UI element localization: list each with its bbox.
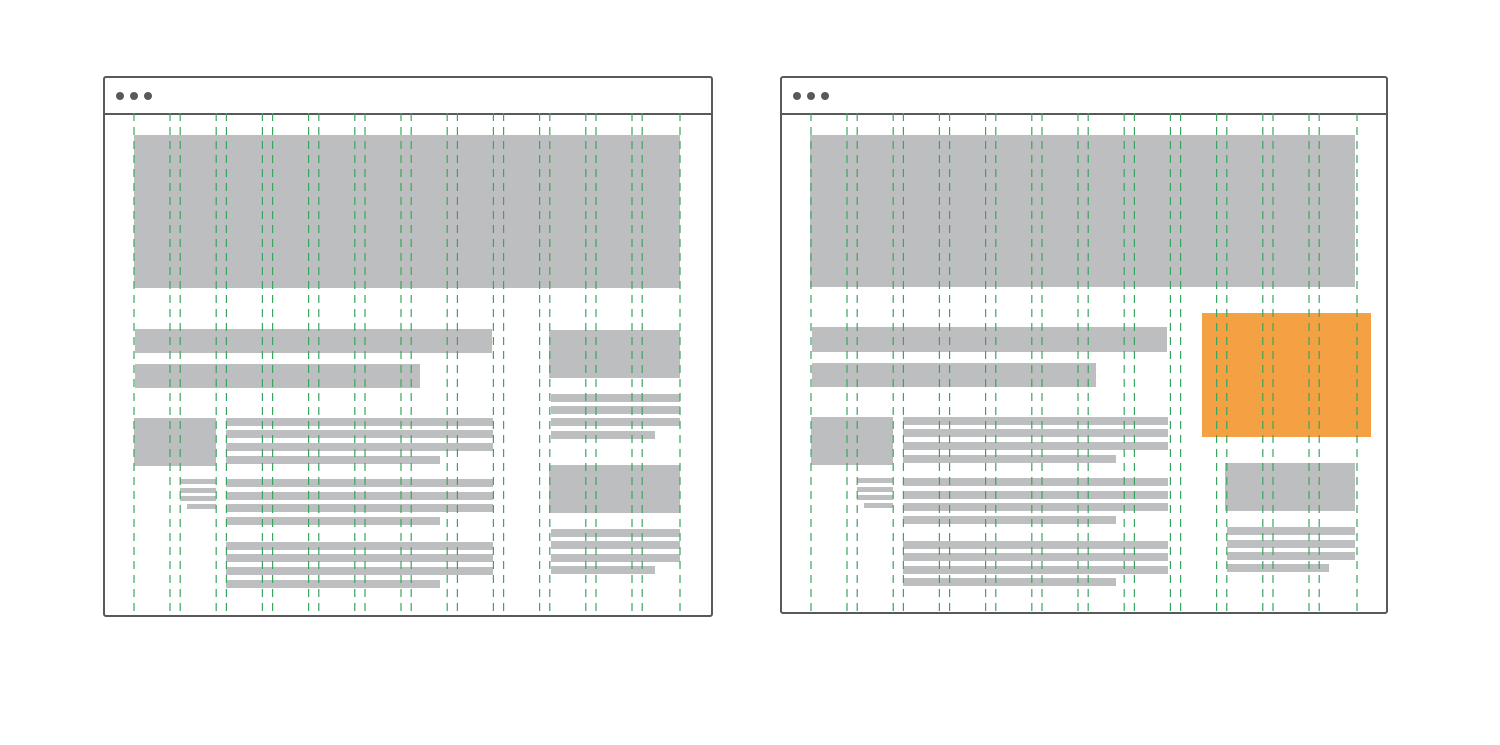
text-line-placeholder <box>903 478 1168 486</box>
hero-banner-placeholder <box>134 135 680 288</box>
text-line-placeholder <box>1227 540 1355 548</box>
text-line-placeholder <box>551 394 680 402</box>
window-control-dot-icon <box>807 92 815 100</box>
sidebar-block-placeholder <box>1225 463 1355 511</box>
text-line-placeholder <box>903 417 1168 425</box>
text-line-placeholder <box>226 517 440 525</box>
subheading-placeholder <box>812 363 1096 387</box>
window-title-bar <box>105 78 711 115</box>
text-line-placeholder <box>903 578 1116 586</box>
text-line-placeholder <box>226 443 493 451</box>
text-line-placeholder <box>1227 552 1355 560</box>
text-line-placeholder <box>903 553 1168 561</box>
text-line-placeholder <box>903 503 1168 511</box>
window-title-bar <box>782 78 1386 115</box>
text-line-placeholder <box>903 442 1168 450</box>
text-line-placeholder <box>226 430 493 438</box>
caption-line-placeholder <box>180 488 216 493</box>
text-line-placeholder <box>903 491 1168 499</box>
text-line-placeholder <box>551 431 655 439</box>
text-line-placeholder <box>226 456 440 464</box>
heading-placeholder <box>812 327 1167 352</box>
caption-line-placeholder <box>857 487 893 492</box>
text-line-placeholder <box>1227 564 1329 572</box>
caption-line-placeholder <box>857 495 893 500</box>
text-line-placeholder <box>226 567 493 575</box>
window-control-dot-icon <box>116 92 124 100</box>
window-control-dot-icon <box>130 92 138 100</box>
text-line-placeholder <box>226 418 493 426</box>
text-line-placeholder <box>903 429 1168 437</box>
window-control-dot-icon <box>144 92 152 100</box>
text-line-placeholder <box>903 541 1168 549</box>
text-line-placeholder <box>226 542 493 550</box>
text-line-placeholder <box>551 554 680 562</box>
text-line-placeholder <box>551 566 655 574</box>
caption-line-placeholder <box>187 504 216 509</box>
subheading-placeholder <box>135 364 420 388</box>
hero-banner-placeholder <box>810 135 1355 287</box>
text-line-placeholder <box>226 580 440 588</box>
text-line-placeholder <box>226 492 493 500</box>
sidebar-block-placeholder <box>549 330 680 378</box>
text-line-placeholder <box>226 504 493 512</box>
caption-line-placeholder <box>864 503 893 508</box>
text-line-placeholder <box>903 566 1168 574</box>
image-placeholder <box>811 417 893 465</box>
text-line-placeholder <box>903 455 1116 463</box>
caption-line-placeholder <box>180 479 216 484</box>
window-control-dot-icon <box>821 92 829 100</box>
text-line-placeholder <box>551 406 680 414</box>
text-line-placeholder <box>1227 527 1355 535</box>
text-line-placeholder <box>551 541 680 549</box>
highlighted-block <box>1202 313 1371 437</box>
text-line-placeholder <box>226 554 493 562</box>
text-line-placeholder <box>903 516 1116 524</box>
image-placeholder <box>134 418 216 466</box>
caption-line-placeholder <box>857 478 893 483</box>
text-line-placeholder <box>551 418 680 426</box>
heading-placeholder <box>135 329 492 353</box>
text-line-placeholder <box>226 479 493 487</box>
caption-line-placeholder <box>180 496 216 501</box>
sidebar-block-placeholder <box>549 465 680 513</box>
text-line-placeholder <box>551 529 680 537</box>
window-control-dot-icon <box>793 92 801 100</box>
